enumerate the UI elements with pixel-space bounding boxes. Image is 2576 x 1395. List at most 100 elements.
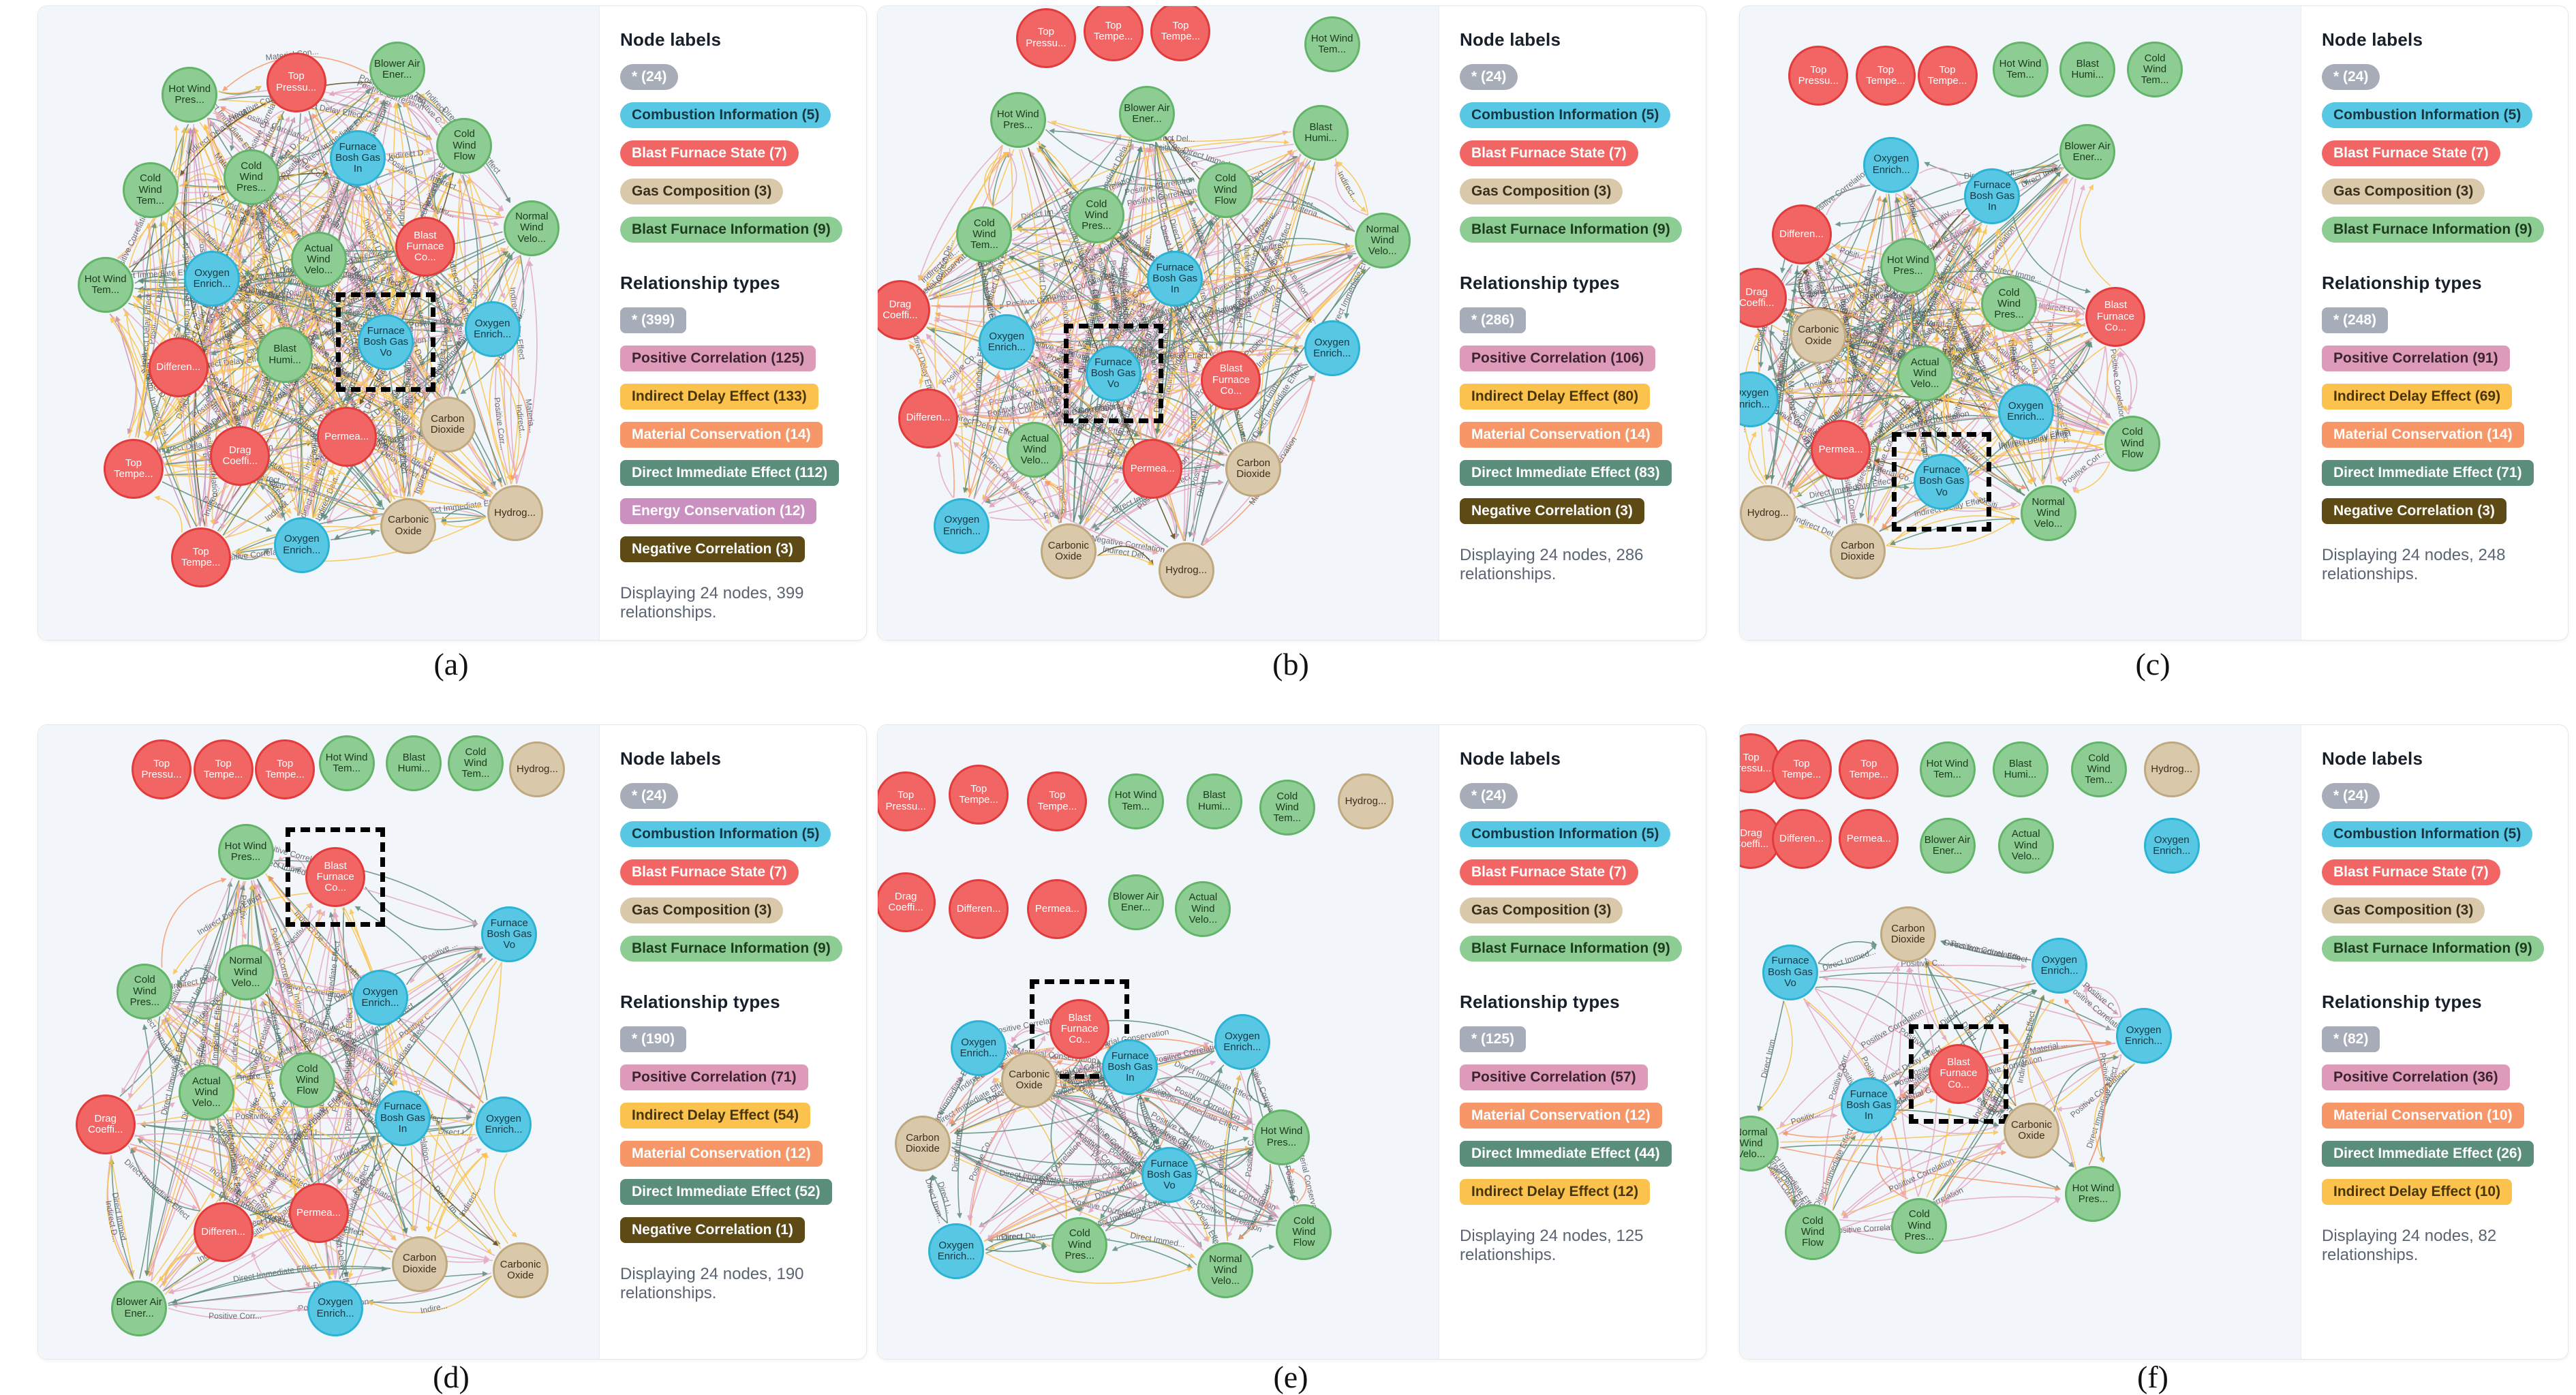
graph-node-carbonic-oxide[interactable]: Carbonic Oxide bbox=[1001, 1052, 1058, 1108]
legend-pill-star-rel[interactable]: * (286) bbox=[1460, 307, 1527, 333]
legend-pill-indirect-delay-effect[interactable]: Indirect Delay Effect (54) bbox=[620, 1103, 811, 1129]
graph-node-top-tempe[interactable]: Top Tempe... bbox=[1771, 739, 1832, 800]
legend-pill-combustion-information-5[interactable]: Combustion Information (5) bbox=[2322, 102, 2533, 128]
graph-node-oxygen-enrich[interactable]: Oxygen Enrich... bbox=[1997, 384, 2054, 440]
graph-node-carbonic-oxide[interactable]: Carbonic Oxide bbox=[1790, 307, 1847, 364]
legend-pill-star-rel[interactable]: * (82) bbox=[2322, 1026, 2380, 1052]
graph-node-hot-wind-tem[interactable]: Hot Wind Tem... bbox=[1992, 42, 2049, 97]
graph-node-drag-coeffi[interactable]: Drag Coeffi... bbox=[878, 280, 930, 341]
legend-pill-combustion-information-5[interactable]: Combustion Information (5) bbox=[1460, 821, 1671, 847]
graph-canvas[interactable]: Indire... Positive Correlation Indirect De… bbox=[878, 6, 1439, 640]
legend-pill-direct-immediate-effect[interactable]: Direct Immediate Effect (26) bbox=[2322, 1141, 2534, 1167]
graph-node-normal-wind-velo[interactable]: Normal Wind Velo... bbox=[1354, 213, 1411, 269]
graph-node-drag-coeffi[interactable]: Drag Coeffi... bbox=[1740, 267, 1787, 328]
graph-node-cold-wind-flow[interactable]: Cold Wind Flow bbox=[1197, 162, 1254, 218]
graph-node-blast-furnace-co[interactable]: Blast Furnace Co... bbox=[2085, 286, 2146, 347]
graph-node-oxygen-enrich[interactable]: Oxygen Enrich... bbox=[1214, 1014, 1270, 1070]
graph-node-carbon-dioxide[interactable]: Carbon Dioxide bbox=[391, 1236, 448, 1292]
graph-node-top-tempe[interactable]: Top Tempe... bbox=[1027, 771, 1088, 831]
graph-node-permea[interactable]: Permea... bbox=[1122, 438, 1183, 499]
legend-pill-24[interactable]: * (24) bbox=[1460, 783, 1518, 809]
legend-pill-blast-furnace-state-7[interactable]: Blast Furnace State (7) bbox=[1460, 859, 1638, 885]
graph-node-oxygen-enrich[interactable]: Oxygen Enrich... bbox=[979, 313, 1035, 370]
graph-node-furnace-bosh-gas-vo[interactable]: Furnace Bosh Gas Vo bbox=[1085, 346, 1141, 402]
graph-node-oxygen-enrich[interactable]: Oxygen Enrich... bbox=[951, 1020, 1007, 1077]
legend-pill-24[interactable]: * (24) bbox=[2322, 64, 2380, 90]
graph-node-top-tempe[interactable]: Top Tempe... bbox=[949, 765, 1009, 825]
legend-pill-star-rel[interactable]: * (248) bbox=[2322, 307, 2389, 333]
legend-pill-indirect-delay-effect[interactable]: Indirect Delay Effect (10) bbox=[2322, 1179, 2513, 1205]
graph-node-blower-air-ener[interactable]: Blower Air Ener... bbox=[1107, 874, 1164, 931]
graph-node-top-pressu[interactable]: Top Pressu... bbox=[1015, 7, 1076, 68]
graph-node-furnace-bosh-gas-in[interactable]: Furnace Bosh Gas In bbox=[1102, 1039, 1159, 1096]
legend-pill-energy-conservation[interactable]: Energy Conservation (12) bbox=[620, 498, 817, 524]
graph-node-top-pressu[interactable]: Top Pressu... bbox=[132, 739, 192, 800]
graph-node-furnace-bosh-gas-vo[interactable]: Furnace Bosh Gas Vo bbox=[358, 313, 414, 370]
graph-node-actual-wind-velo[interactable]: Actual Wind Velo... bbox=[290, 232, 347, 288]
graph-node-permea[interactable]: Permea... bbox=[1811, 420, 1871, 480]
legend-pill-negative-correlation[interactable]: Negative Correlation (3) bbox=[2322, 498, 2506, 524]
graph-node-furnace-bosh-gas-in[interactable]: Furnace Bosh Gas In bbox=[374, 1090, 431, 1146]
graph-canvas[interactable]: Direct Imm... Direct Immediate Effect Posi… bbox=[38, 725, 599, 1359]
graph-node-blast-furnace-co[interactable]: Blast Furnace Co... bbox=[1049, 999, 1110, 1060]
graph-node-cold-wind-flow[interactable]: Cold Wind Flow bbox=[436, 117, 493, 174]
graph-node-hot-wind-tem[interactable]: Hot Wind Tem... bbox=[1304, 16, 1360, 72]
legend-pill-direct-immediate-effect[interactable]: Direct Immediate Effect (44) bbox=[1460, 1141, 1672, 1167]
legend-pill-material-conservation[interactable]: Material Conservation (14) bbox=[620, 422, 823, 448]
graph-node-cold-wind-pres[interactable]: Cold Wind Pres... bbox=[1981, 276, 2038, 333]
graph-node-carbon-dioxide[interactable]: Carbon Dioxide bbox=[1829, 523, 1886, 579]
graph-node-oxygen-enrich[interactable]: Oxygen Enrich... bbox=[1304, 320, 1360, 377]
graph-node-drag-coeffi[interactable]: Drag Coeffi... bbox=[878, 872, 936, 933]
graph-node-hot-wind-pres[interactable]: Hot Wind Pres... bbox=[2065, 1166, 2121, 1223]
graph-node-permea[interactable]: Permea... bbox=[1839, 809, 1899, 870]
legend-pill-gas-composition-3[interactable]: Gas Composition (3) bbox=[2322, 898, 2485, 923]
graph-node-oxygen-enrich[interactable]: Oxygen Enrich... bbox=[1863, 136, 1920, 193]
graph-node-oxygen-enrich[interactable]: Oxygen Enrich... bbox=[2031, 938, 2088, 994]
graph-node-cold-wind-tem[interactable]: Cold Wind Tem... bbox=[956, 206, 1013, 262]
legend-pill-material-conservation[interactable]: Material Conservation (14) bbox=[2322, 422, 2524, 448]
legend-pill-positive-correlation[interactable]: Positive Correlation (91) bbox=[2322, 346, 2510, 371]
graph-node-hydrog[interactable]: Hydrog... bbox=[1338, 773, 1394, 829]
graph-node-oxygen-enrich[interactable]: Oxygen Enrich... bbox=[934, 497, 990, 554]
graph-node-carbon-dioxide[interactable]: Carbon Dioxide bbox=[419, 396, 476, 453]
legend-pill-positive-correlation[interactable]: Positive Correlation (106) bbox=[1460, 346, 1656, 371]
graph-node-furnace-bosh-gas-in[interactable]: Furnace Bosh Gas In bbox=[1964, 168, 2021, 224]
legend-pill-gas-composition-3[interactable]: Gas Composition (3) bbox=[1460, 898, 1623, 923]
graph-node-cold-wind-pres[interactable]: Cold Wind Pres... bbox=[223, 149, 279, 206]
legend-pill-blast-furnace-information-9[interactable]: Blast Furnace Information (9) bbox=[1460, 217, 1682, 243]
legend-pill-star-rel[interactable]: * (190) bbox=[620, 1026, 687, 1052]
graph-node-top-tempe[interactable]: Top Tempe... bbox=[1083, 6, 1144, 62]
graph-canvas[interactable]: Direct Imme... Direct Immediate Effect Dir… bbox=[1740, 725, 2301, 1359]
graph-node-cold-wind-tem[interactable]: Cold Wind Tem... bbox=[2127, 42, 2183, 97]
graph-node-hot-wind-tem[interactable]: Hot Wind Tem... bbox=[1919, 741, 1976, 798]
legend-pill-star-rel[interactable]: * (125) bbox=[1460, 1026, 1527, 1052]
graph-node-furnace-bosh-gas-vo[interactable]: Furnace Bosh Gas Vo bbox=[1762, 944, 1819, 1000]
legend-pill-blast-furnace-state-7[interactable]: Blast Furnace State (7) bbox=[2322, 140, 2500, 166]
graph-node-oxygen-enrich[interactable]: Oxygen Enrich... bbox=[464, 301, 521, 358]
graph-node-furnace-bosh-gas-in[interactable]: Furnace Bosh Gas In bbox=[1147, 250, 1203, 307]
graph-node-blast-furnace-co[interactable]: Blast Furnace Co... bbox=[395, 217, 455, 277]
graph-node-normal-wind-velo[interactable]: Normal Wind Velo... bbox=[2020, 485, 2076, 541]
graph-node-furnace-bosh-gas-in[interactable]: Furnace Bosh Gas In bbox=[330, 130, 386, 187]
legend-pill-24[interactable]: * (24) bbox=[620, 783, 679, 809]
graph-node-hot-wind-pres[interactable]: Hot Wind Pres... bbox=[1880, 238, 1936, 294]
graph-node-cold-wind-flow[interactable]: Cold Wind Flow bbox=[1276, 1204, 1332, 1260]
graph-node-cold-wind-flow[interactable]: Cold Wind Flow bbox=[279, 1052, 336, 1108]
graph-node-blast-humi[interactable]: Blast Humi... bbox=[1293, 105, 1349, 161]
legend-pill-blast-furnace-information-9[interactable]: Blast Furnace Information (9) bbox=[1460, 936, 1682, 962]
graph-node-cold-wind-pres[interactable]: Cold Wind Pres... bbox=[1068, 187, 1124, 243]
legend-pill-direct-immediate-effect[interactable]: Direct Immediate Effect (83) bbox=[1460, 460, 1672, 486]
graph-node-drag-coeffi[interactable]: Drag Coeffi... bbox=[210, 426, 271, 487]
graph-node-normal-wind-velo[interactable]: Normal Wind Velo... bbox=[504, 200, 560, 256]
graph-node-furnace-bosh-gas-in[interactable]: Furnace Bosh Gas In bbox=[1841, 1077, 1897, 1133]
legend-pill-blast-furnace-information-9[interactable]: Blast Furnace Information (9) bbox=[2322, 217, 2544, 243]
graph-node-differen[interactable]: Differen... bbox=[949, 878, 1009, 939]
graph-node-normal-wind-velo[interactable]: Normal Wind Velo... bbox=[217, 944, 274, 1000]
graph-node-hydrog[interactable]: Hydrog... bbox=[509, 741, 566, 798]
graph-node-permea[interactable]: Permea... bbox=[316, 407, 377, 467]
graph-node-cold-wind-pres[interactable]: Cold Wind Pres... bbox=[1052, 1216, 1108, 1273]
graph-node-furnace-bosh-gas-vo[interactable]: Furnace Bosh Gas Vo bbox=[1914, 453, 1970, 510]
graph-canvas[interactable]: Direct Im... Indirect Delay Effect Direct … bbox=[1740, 6, 2301, 640]
graph-node-blast-humi[interactable]: Blast Humi... bbox=[1992, 741, 2049, 798]
